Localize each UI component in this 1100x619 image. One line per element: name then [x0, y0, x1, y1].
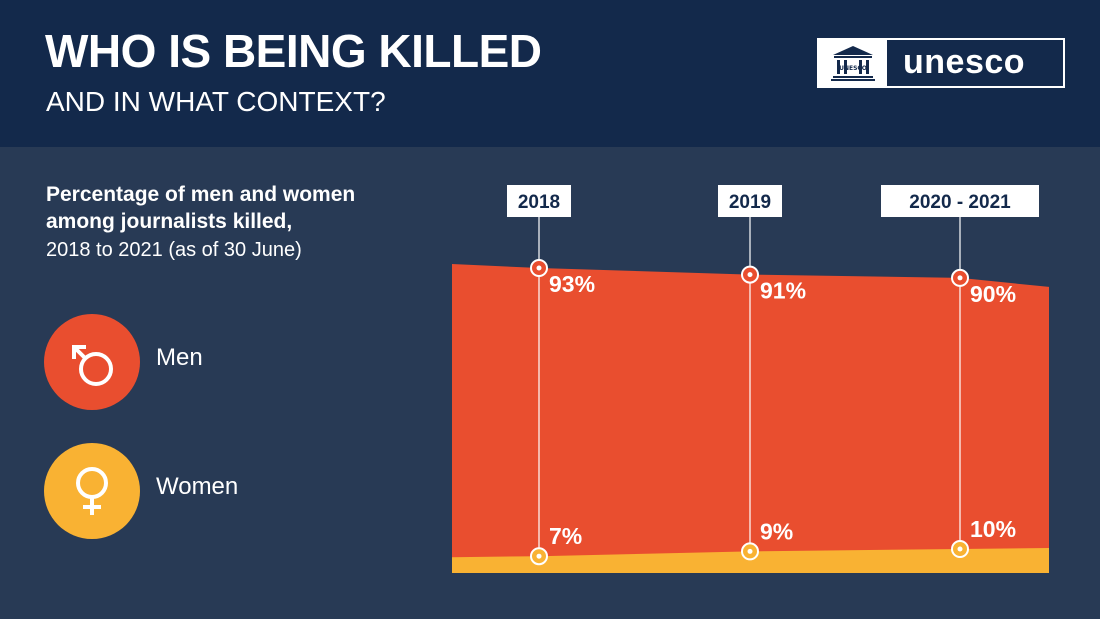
category-label-box [718, 185, 782, 217]
men-marker-dot [536, 265, 542, 271]
female-symbol-icon [44, 443, 140, 539]
chart-title: Percentage of men and women among journa… [46, 181, 355, 236]
men-data-label: 91% [760, 278, 806, 304]
seal-lettering: UNESCO [839, 65, 867, 72]
women-marker-dot [957, 546, 963, 552]
women-marker-dot [747, 548, 753, 554]
women-data-label: 10% [970, 516, 1016, 542]
chart-title-line-2: among journalists killed, [46, 210, 293, 234]
chart-title-line-1: Percentage of men and women [46, 183, 356, 206]
unesco-seal-icon: UNESCO [819, 40, 887, 86]
category-label: 2020 - 2021 [909, 192, 1011, 213]
unesco-logo: UNESCO unesco [817, 38, 1065, 88]
men-data-label: 90% [970, 281, 1016, 307]
category-label-box [881, 185, 1039, 217]
men-data-label: 93% [549, 271, 595, 297]
legend-label-men: Men [156, 344, 203, 371]
men-marker-dot [957, 275, 963, 281]
header-banner: WHO IS BEING KILLED AND IN WHAT CONTEXT?… [0, 0, 1100, 147]
men-marker-dot [747, 272, 753, 278]
page-subtitle: AND IN WHAT CONTEXT? [46, 86, 386, 117]
category-label-box [507, 185, 571, 217]
women-area [452, 548, 1049, 573]
category-label: 2019 [729, 192, 771, 213]
page-title: WHO IS BEING KILLED [45, 25, 542, 77]
chart-subtitle: 2018 to 2021 (as of 30 June) [46, 239, 302, 261]
women-data-label: 9% [760, 518, 793, 544]
category-label: 2018 [518, 192, 560, 213]
logo-wordmark: unesco [903, 43, 1026, 81]
male-symbol-icon [44, 314, 140, 410]
women-marker-dot [536, 553, 542, 559]
women-data-label: 7% [549, 523, 582, 549]
legend-label-women: Women [156, 473, 239, 500]
